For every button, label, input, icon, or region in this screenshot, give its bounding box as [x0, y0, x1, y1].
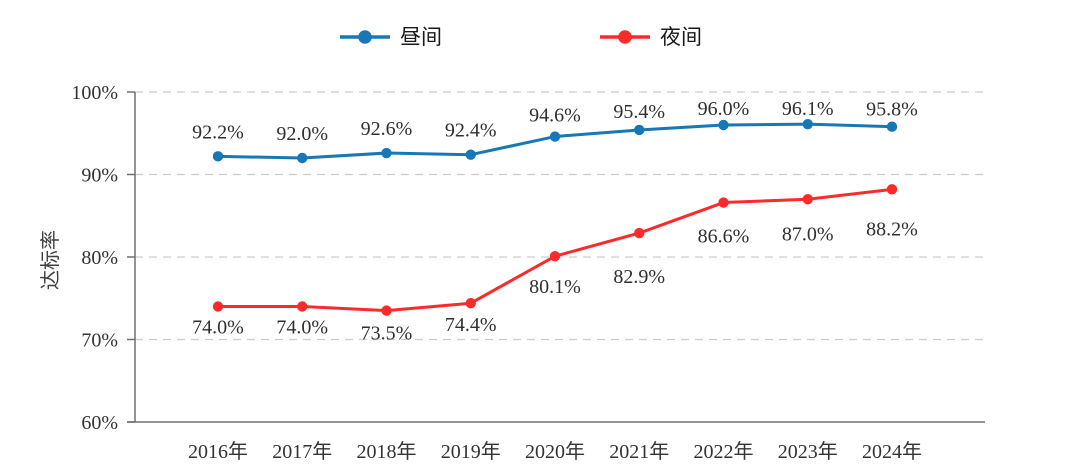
data-point-label-nighttime: 87.0%: [782, 223, 834, 245]
x-tick-label: 2018年: [357, 440, 417, 463]
y-tick-label: 100%: [71, 82, 118, 104]
data-point-nighttime: [297, 301, 308, 312]
data-point-label-nighttime: 74.0%: [192, 317, 244, 339]
data-point-label-nighttime: 73.5%: [361, 323, 413, 345]
data-point-label-daytime: 92.6%: [361, 118, 413, 140]
data-point-label-nighttime: 86.6%: [698, 226, 750, 248]
data-point-label-daytime: 96.0%: [698, 98, 750, 120]
legend-item-daytime: 昼间: [340, 25, 442, 49]
data-point-daytime: [297, 152, 308, 164]
data-point-nighttime: [886, 184, 898, 195]
data-point-nighttime: [634, 227, 645, 239]
data-point-nighttime: [718, 197, 729, 208]
y-tick-label: 90%: [81, 165, 118, 187]
data-point-label-daytime: 92.0%: [276, 123, 328, 145]
y-tick-label: 60%: [81, 412, 118, 434]
legend-item-nighttime: 夜间: [600, 25, 702, 49]
legend-marker-dot-daytime: [358, 30, 372, 44]
data-point-label-daytime: 94.6%: [529, 105, 581, 127]
x-tick-label: 2017年: [272, 440, 332, 463]
data-point-nighttime: [465, 298, 476, 309]
data-point-daytime: [465, 149, 476, 160]
data-point-nighttime: [802, 194, 813, 205]
data-point-daytime: [886, 121, 898, 132]
data-point-daytime: [212, 151, 224, 162]
data-point-label-daytime: 95.4%: [613, 101, 665, 123]
x-tick-label: 2021年: [609, 440, 669, 463]
data-point-daytime: [381, 147, 392, 159]
x-tick-label: 2024年: [862, 440, 922, 463]
data-point-label-nighttime: 88.2%: [866, 218, 918, 240]
data-point-daytime: [718, 119, 729, 131]
data-point-daytime: [802, 118, 813, 130]
legend-label-nighttime: 夜间: [660, 25, 702, 49]
data-point-nighttime: [381, 305, 392, 316]
x-tick-label: 2016年: [188, 440, 248, 463]
data-point-label-daytime: 92.2%: [192, 121, 244, 143]
x-tick-label: 2022年: [694, 440, 754, 463]
data-point-daytime: [549, 131, 561, 142]
data-point-label-daytime: 96.1%: [782, 98, 834, 120]
legend-marker-dot-nighttime: [618, 30, 632, 44]
data-point-daytime: [634, 124, 645, 136]
data-point-nighttime: [212, 301, 224, 312]
data-point-label-nighttime: 80.1%: [529, 276, 581, 298]
data-point-nighttime: [549, 250, 561, 262]
y-tick-label: 70%: [81, 330, 118, 352]
y-axis-title: 达标率: [39, 230, 62, 290]
y-tick-label: 80%: [81, 247, 118, 269]
data-point-label-daytime: 92.4%: [445, 120, 497, 142]
data-point-label-nighttime: 82.9%: [613, 266, 665, 288]
x-tick-label: 2020年: [525, 440, 585, 463]
data-point-label-nighttime: 74.0%: [276, 317, 328, 339]
legend-label-daytime: 昼间: [400, 25, 442, 49]
x-tick-label: 2023年: [778, 440, 838, 463]
x-tick-label: 2019年: [441, 440, 501, 463]
data-point-label-nighttime: 74.4%: [445, 314, 497, 336]
data-point-label-daytime: 95.8%: [866, 99, 918, 121]
